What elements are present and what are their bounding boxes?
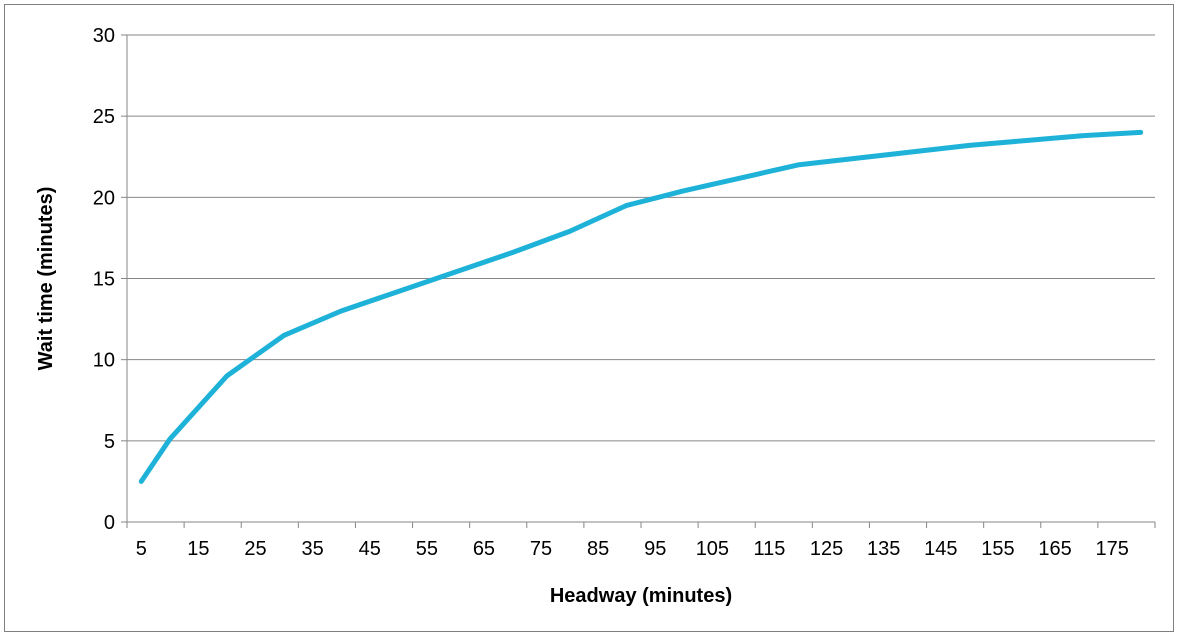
y-tick-label: 5 <box>104 431 115 453</box>
x-tick-label: 165 <box>1038 538 1071 560</box>
y-tick-label: 20 <box>93 187 115 209</box>
x-tick-label: 45 <box>359 538 381 560</box>
x-tick-label: 105 <box>696 538 729 560</box>
x-axis-title: Headway (minutes) <box>550 585 732 607</box>
x-tick-label: 65 <box>473 538 495 560</box>
y-tick-labels: 0 5 10 15 20 25 30 <box>93 25 115 534</box>
x-tick-label: 145 <box>924 538 957 560</box>
y-tick-label: 0 <box>104 512 115 534</box>
x-tick-label: 75 <box>530 538 552 560</box>
x-tick-label: 25 <box>244 538 266 560</box>
gridlines <box>127 34 1155 442</box>
chart-frame <box>4 4 1174 632</box>
x-tick-label: 15 <box>187 538 209 560</box>
x-tick-label: 95 <box>644 538 666 560</box>
y-tick-label: 10 <box>93 350 115 372</box>
axes <box>121 34 1156 528</box>
x-tick-label: 155 <box>981 538 1014 560</box>
y-tick-label: 15 <box>93 269 115 291</box>
x-tick-label: 135 <box>867 538 900 560</box>
x-tick-label: 55 <box>416 538 438 560</box>
x-tick-label: 175 <box>1095 538 1128 560</box>
x-tick-label: 125 <box>810 538 843 560</box>
x-tick-label: 35 <box>301 538 323 560</box>
series-layer <box>138 129 1144 484</box>
x-tick-label: 85 <box>587 538 609 560</box>
x-tick-label: 5 <box>136 538 147 560</box>
y-tick-label: 25 <box>93 106 115 128</box>
x-tick-label: 115 <box>754 538 786 560</box>
y-tick-label: 30 <box>93 25 115 47</box>
series-line <box>138 129 1144 484</box>
x-tick-labels: 5 15 25 35 45 55 65 75 85 95 105 115 125 135 145 155 165… <box>136 538 1129 560</box>
y-axis-title: Wait time (minutes) <box>35 187 57 371</box>
